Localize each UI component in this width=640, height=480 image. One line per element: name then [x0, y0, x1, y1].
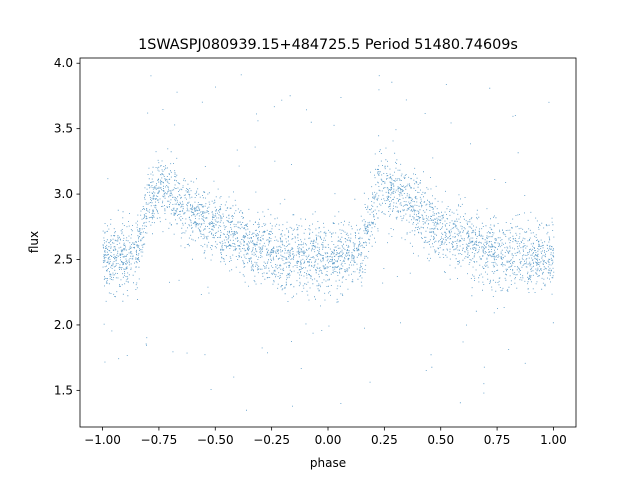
x-axis-label: phase	[310, 456, 346, 470]
y-tick-label: 3.5	[54, 122, 73, 136]
y-tick-label: 3.0	[54, 187, 73, 201]
x-tick-label: 0.75	[484, 433, 511, 447]
x-axis: −1.00 −0.75 −0.50 −0.25 0.00 0.25 0.50 0.75 1.00	[84, 427, 567, 447]
y-tick-label: 2.0	[54, 318, 73, 332]
y-axis-label: flux	[27, 231, 41, 253]
y-tick-label: 2.5	[54, 253, 73, 267]
x-tick-label: −0.50	[197, 433, 234, 447]
x-tick-label: −0.75	[141, 433, 178, 447]
x-tick-label: −1.00	[84, 433, 121, 447]
y-tick-label: 4.0	[54, 56, 73, 70]
y-axis: 1.5 2.0 2.5 3.0 3.5 4.0	[54, 56, 80, 397]
x-tick-label: 1.00	[540, 433, 567, 447]
x-tick-label: 0.25	[371, 433, 398, 447]
x-tick-label: 0.50	[427, 433, 454, 447]
x-tick-label: 0.00	[315, 433, 342, 447]
y-tick-label: 1.5	[54, 383, 73, 397]
x-tick-label: −0.25	[253, 433, 290, 447]
chart-title: 1SWASPJ080939.15+484725.5 Period 51480.7…	[138, 37, 518, 53]
